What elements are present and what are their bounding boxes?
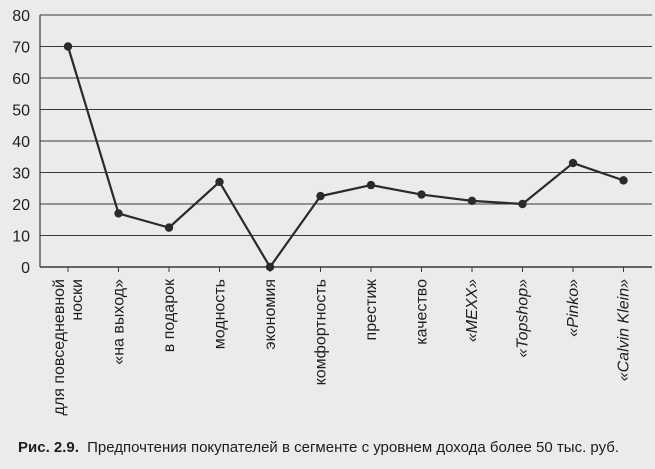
data-point	[568, 158, 578, 168]
y-tick-label: 20	[12, 197, 30, 214]
data-point	[215, 177, 224, 187]
series-line	[66, 46, 624, 269]
x-tick-label: «на выход»	[111, 279, 128, 365]
y-tick-label: 30	[12, 166, 30, 183]
y-tick-label: 0	[21, 260, 30, 277]
data-point	[417, 190, 426, 199]
x-tick-label: в подарок	[161, 278, 178, 352]
x-tick-label: модность	[212, 279, 229, 349]
figure-caption: Рис. 2.9. Предпочтения покупателей в сег…	[18, 438, 648, 458]
data-point	[467, 196, 477, 206]
y-tick-label: 60	[12, 71, 30, 88]
y-tick-label: 40	[12, 134, 30, 151]
x-tick-label: комфортность	[313, 279, 330, 385]
y-tick-label: 80	[12, 8, 30, 25]
caption-text: Предпочтения покупателей в сегменте с ур…	[87, 439, 620, 456]
data-point	[114, 209, 123, 218]
x-tick-label: «Pinko»	[565, 279, 582, 337]
data-point	[265, 262, 275, 272]
x-tick-label: «MEXX»	[464, 279, 481, 342]
data-point	[316, 191, 325, 201]
x-tick-label: для повседневной	[51, 279, 68, 415]
data-point	[518, 199, 527, 209]
x-tick-label: качество	[414, 279, 431, 345]
data-point	[164, 223, 174, 232]
data-point	[366, 180, 376, 190]
x-tick-label: носки	[69, 279, 86, 321]
caption-label: Рис. 2.9.	[18, 439, 79, 456]
y-tick-label: 70	[12, 40, 30, 57]
y-tick-label: 50	[12, 103, 30, 120]
x-tick-label: «Topshop»	[515, 279, 532, 358]
x-tick-label: экономия	[262, 279, 279, 350]
data-point	[63, 42, 73, 51]
x-tick-label: престиж	[363, 279, 380, 341]
y-tick-label: 10	[12, 229, 30, 246]
x-tick-label: «Calvin Klein»	[616, 279, 633, 381]
data-point	[619, 176, 628, 185]
